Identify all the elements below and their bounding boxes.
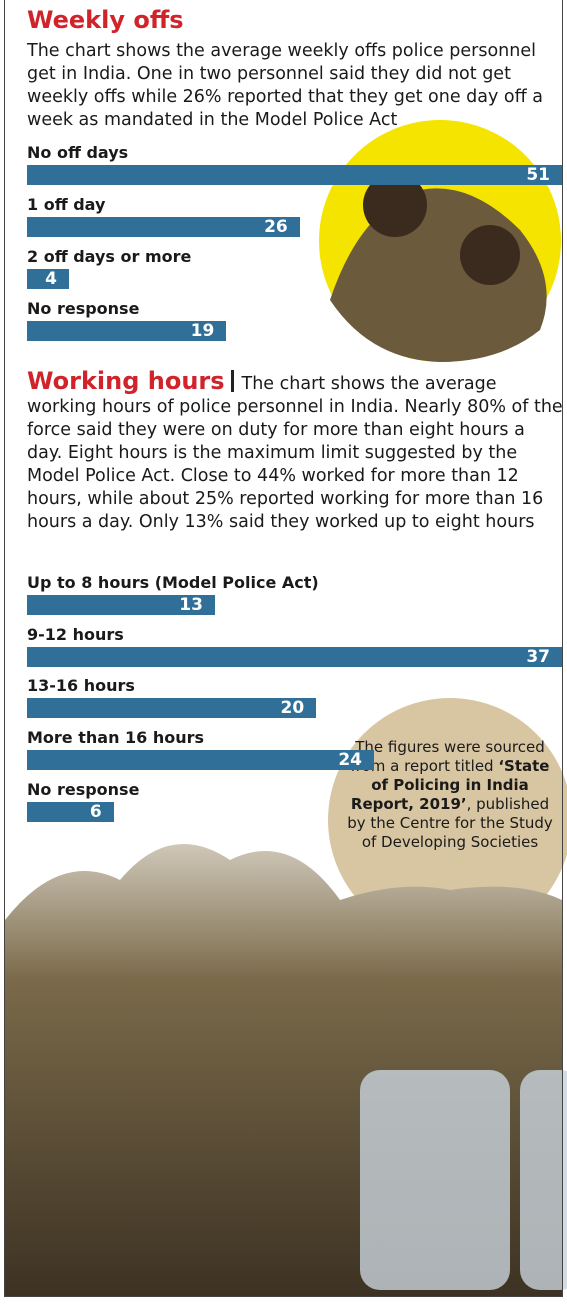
- page: Weekly offs The chart shows the average …: [0, 0, 567, 1304]
- category-label: No off days: [27, 143, 128, 162]
- value-label: 26: [27, 217, 288, 237]
- category-label: No response: [27, 299, 139, 318]
- value-label: 20: [27, 698, 304, 718]
- value-label: 6: [27, 802, 102, 822]
- category-label: No response: [27, 780, 139, 799]
- value-label: 4: [27, 269, 57, 289]
- value-label: 19: [27, 321, 214, 341]
- chart-title: Weekly offs: [27, 6, 184, 34]
- category-label: 2 off days or more: [27, 247, 191, 266]
- separator: [231, 370, 234, 392]
- value-label: 51: [27, 165, 550, 185]
- chart-subtitle: The chart shows the average weekly offs …: [27, 40, 563, 132]
- category-label: Up to 8 hours (Model Police Act): [27, 573, 319, 592]
- value-label: 37: [27, 647, 550, 667]
- category-label: 9-12 hours: [27, 625, 124, 644]
- value-label: 24: [27, 750, 362, 770]
- note: The figures were sourced from a report t…: [345, 738, 555, 852]
- category-label: 1 off day: [27, 195, 105, 214]
- value-label: 13: [27, 595, 203, 615]
- category-label: 13-16 hours: [27, 676, 135, 695]
- category-label: More than 16 hours: [27, 728, 204, 747]
- chart-title: Working hours: [27, 367, 225, 395]
- chart-subtitle: The chart shows the average working hour…: [27, 374, 563, 532]
